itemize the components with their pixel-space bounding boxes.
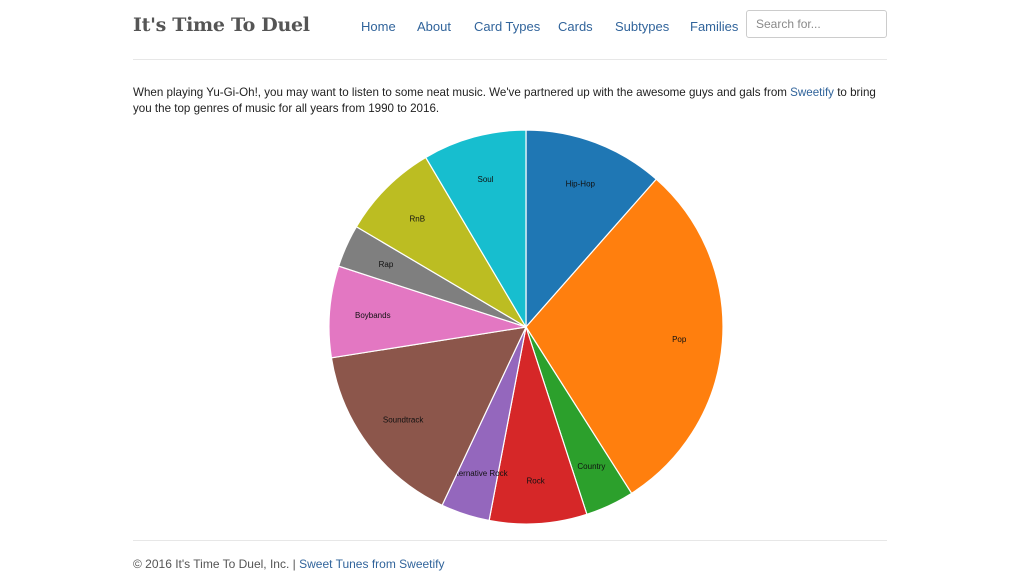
- intro-text-before: When playing Yu-Gi-Oh!, you may want to …: [133, 86, 791, 99]
- intro-paragraph: When playing Yu-Gi-Oh!, you may want to …: [133, 85, 893, 117]
- nav-home-link[interactable]: Home: [361, 19, 396, 34]
- page-footer: © 2016 It's Time To Duel, Inc. | Sweet T…: [133, 540, 887, 571]
- intro-text-after: to bring you the top genres of music for…: [133, 86, 876, 115]
- pie-label-pop: Pop: [672, 335, 687, 344]
- sweet-tunes-link[interactable]: Sweet Tunes from Sweetify: [299, 557, 445, 571]
- pie-label-rnb: RnB: [410, 214, 426, 223]
- pie-label-soul: Soul: [477, 175, 493, 184]
- nav-subtypes-link[interactable]: Subtypes: [615, 19, 670, 34]
- pie-label-soundtrack: Soundtrack: [383, 415, 424, 424]
- sweetify-link[interactable]: Sweetify: [790, 86, 834, 99]
- nav-cards-link[interactable]: Cards: [558, 19, 593, 34]
- pie-label-country: Country: [577, 462, 605, 471]
- pie-label-rap: Rap: [379, 260, 394, 269]
- pie-label-rock: Rock: [526, 476, 545, 485]
- nav-card-types-link[interactable]: Card Types: [474, 19, 541, 34]
- nav-families-link[interactable]: Families: [690, 19, 739, 34]
- pie-label-hip-hop: Hip-Hop: [566, 179, 596, 188]
- genre-pie-chart: Hip-Hop Pop Country Rock Alternative Rock Sou…: [328, 129, 724, 525]
- nav-about-link[interactable]: About: [417, 19, 451, 34]
- top-navbar: It's Time To Duel Home About Card Types …: [133, 0, 887, 60]
- search-input[interactable]: [746, 10, 887, 38]
- brand-logo[interactable]: It's Time To Duel: [133, 14, 310, 36]
- pie-slice-rock: [488, 326, 588, 525]
- pie-slice-soundtrack: [330, 326, 528, 507]
- pie-slice-rnb: [355, 156, 527, 328]
- pie-slice-soul: [424, 129, 527, 330]
- pie-label-boybands: Boybands: [355, 311, 391, 320]
- footer-copyright: © 2016 It's Time To Duel, Inc. |: [133, 557, 300, 571]
- pie-slice-hip-hop: [525, 129, 658, 329]
- pie-slice-pop: [525, 178, 724, 495]
- pie-label-alternative-rock: Alternative Rock: [449, 469, 508, 478]
